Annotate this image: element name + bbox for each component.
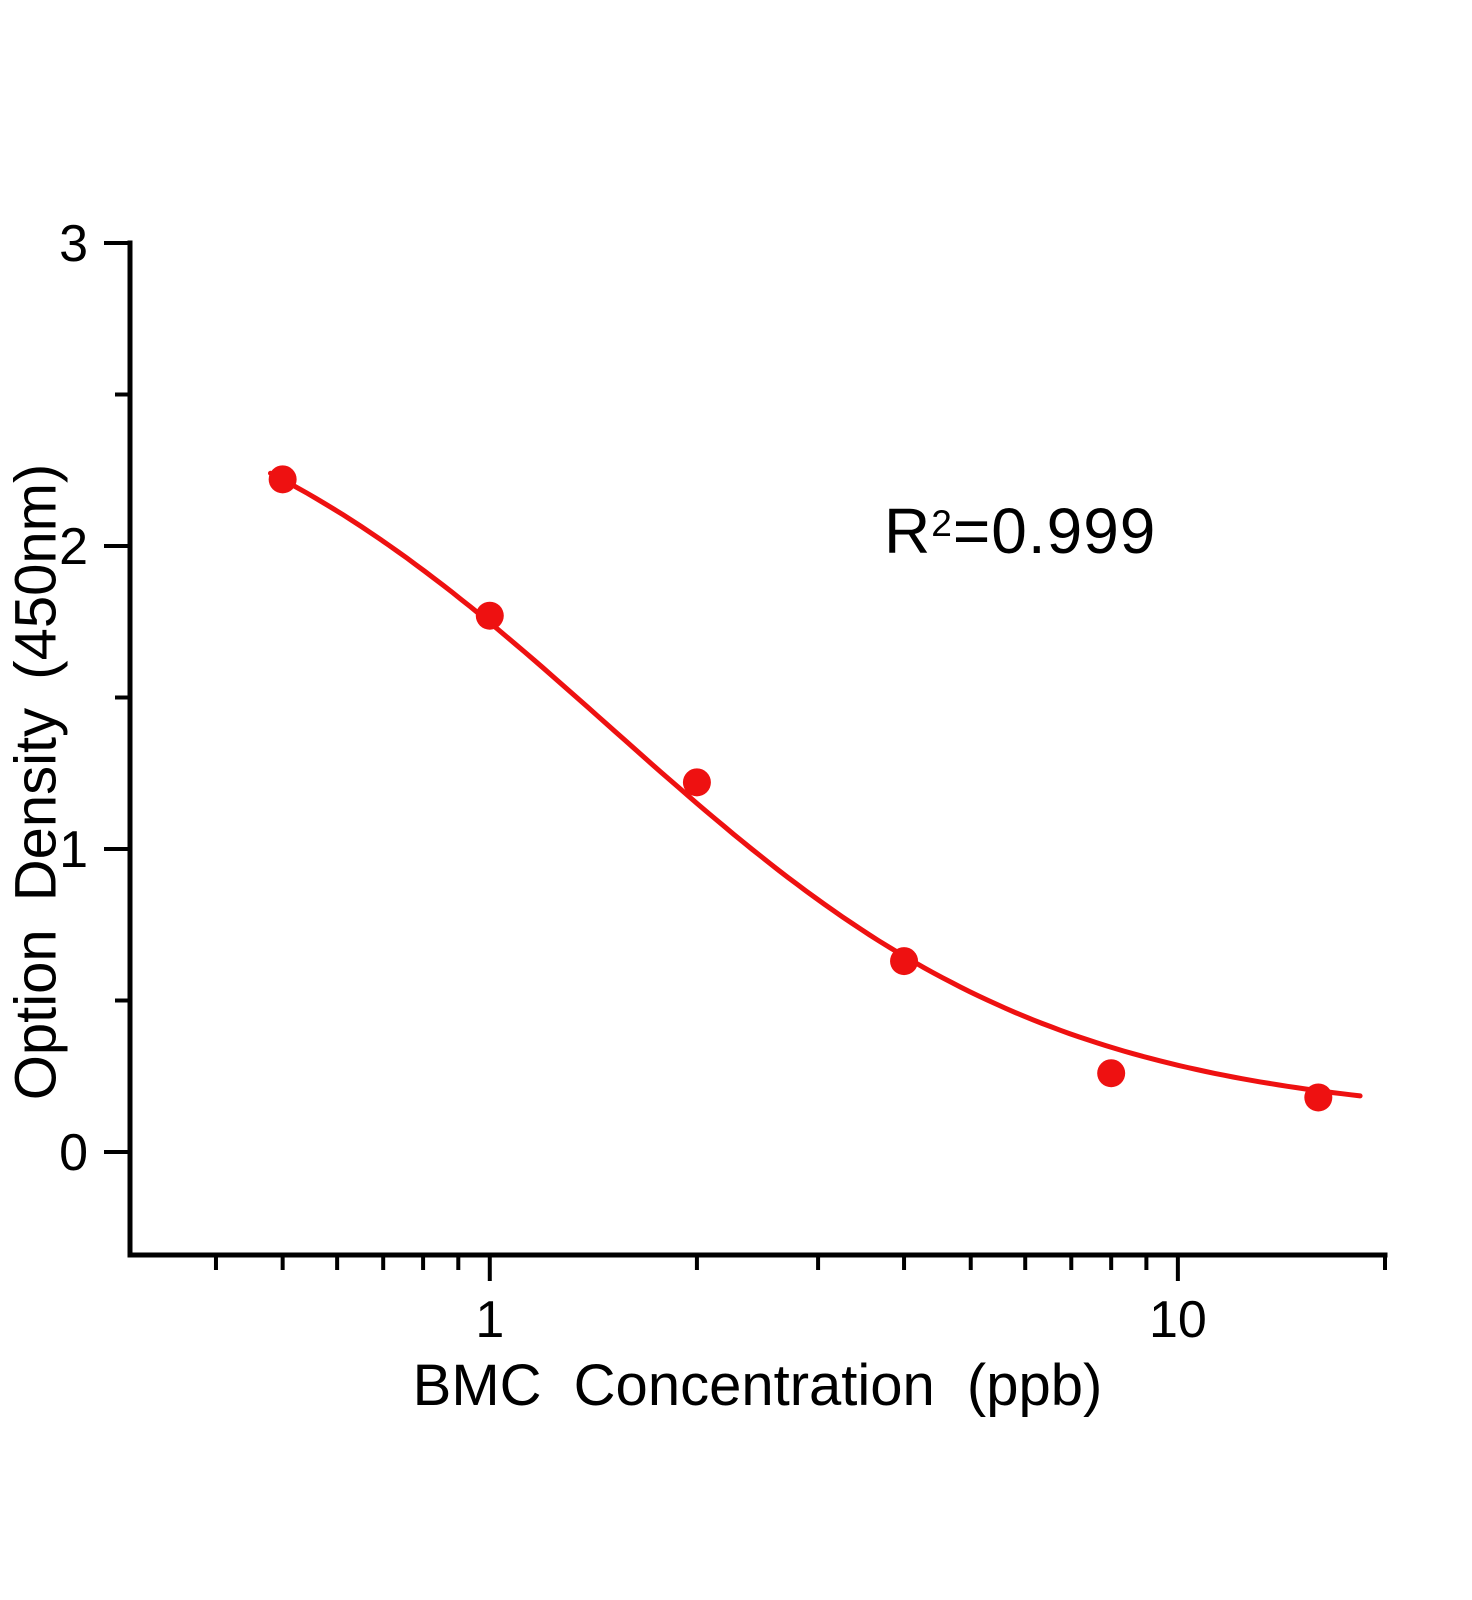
data-point: [268, 465, 297, 494]
x-tick-label: 10: [1149, 1291, 1207, 1349]
fit-curve: [268, 470, 1363, 1099]
x-tick-label: 1: [475, 1291, 504, 1349]
y-tick-label: 3: [59, 215, 88, 273]
r-squared-value: =0.999: [952, 495, 1157, 567]
data-point: [475, 601, 504, 630]
r-squared-annotation: R2=0.999: [884, 494, 1156, 568]
data-point: [890, 947, 919, 976]
x-axis-title: BMC Concentration (ppb): [412, 1353, 1103, 1418]
y-tick-label: 0: [59, 1124, 88, 1182]
r-squared-superscript: 2: [931, 502, 953, 545]
y-tick-label: 1: [59, 821, 88, 879]
data-point: [1097, 1059, 1126, 1088]
y-axis-title: Option Density (450nm): [3, 463, 69, 1101]
data-point: [682, 768, 711, 797]
r-squared-base: R: [884, 495, 932, 567]
y-tick-label: 2: [59, 518, 88, 576]
data-point: [1304, 1083, 1333, 1112]
